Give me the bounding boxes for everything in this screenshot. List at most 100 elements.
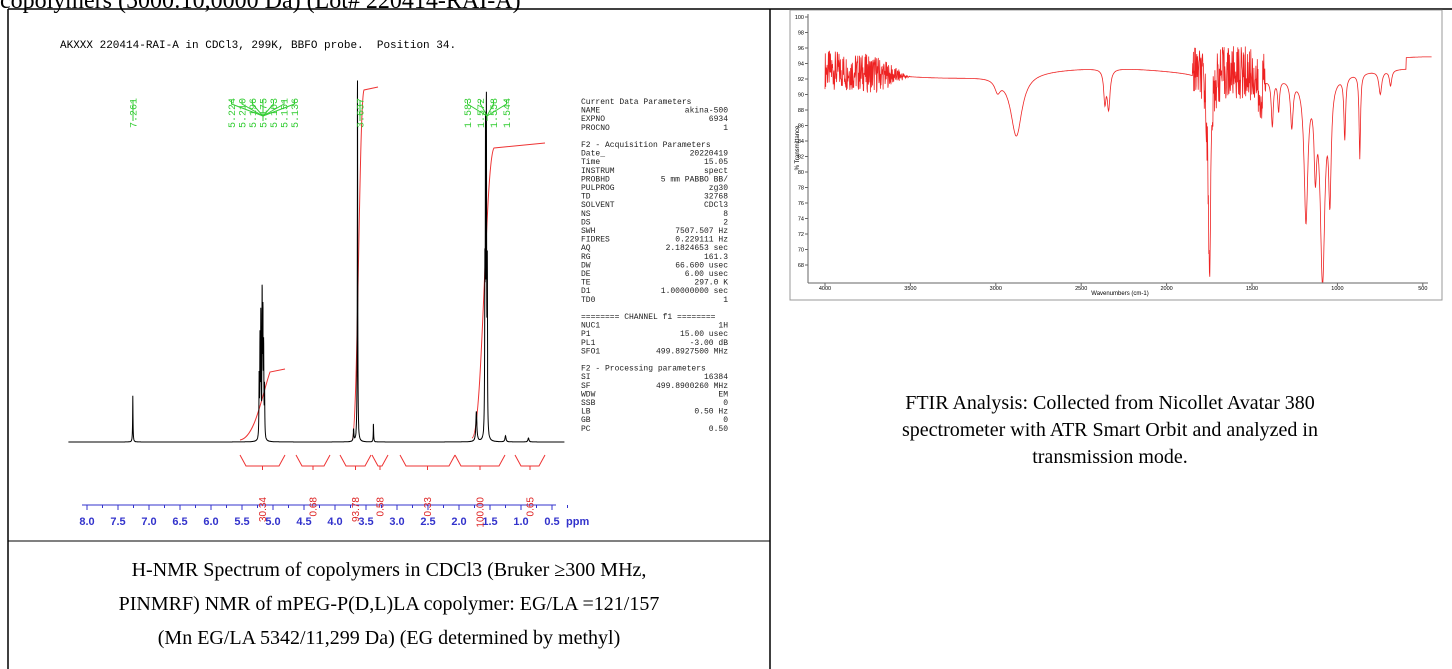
- integral-label: 93.78: [351, 497, 362, 522]
- parameter-name: DE: [581, 270, 591, 279]
- ftir-frame: [789, 9, 1443, 301]
- parameter-value: 0: [723, 416, 728, 425]
- ppm-tick-label: 3.0: [389, 516, 404, 528]
- parameter-name: DW: [581, 261, 591, 270]
- parameter-value: 20220419: [690, 150, 729, 159]
- parameter-name: FIDRES: [581, 236, 610, 245]
- parameter-value: 66.600 usec: [675, 261, 728, 270]
- parameter-name: LB: [581, 408, 591, 417]
- integral-bracket: [371, 454, 389, 467]
- parameter-value: 0.50 Hz: [694, 408, 728, 417]
- ftir-y-tick-label: 84: [798, 139, 804, 145]
- parameter-name: TD0: [581, 296, 596, 305]
- parameter-value: 0.229111 Hz: [675, 236, 728, 245]
- ftir-spectrum: [824, 46, 1432, 283]
- parameter-name: DS: [581, 218, 591, 227]
- parameter-value: 1: [723, 296, 728, 305]
- peak-label: 5.210: [239, 98, 250, 128]
- ppm-tick-label: 5.5: [234, 516, 249, 528]
- parameter-name: Date_: [581, 150, 605, 159]
- parameter-value: 32768: [704, 193, 728, 202]
- parameter-value: 1: [723, 124, 728, 133]
- parameter-value: 1.00000000 sec: [661, 287, 728, 296]
- parameter-name: PROBHD: [581, 175, 610, 184]
- ppm-tick-label: 7.0: [141, 516, 156, 528]
- ftir-x-tick-label: 1500: [1246, 286, 1258, 292]
- peak-leader: [262, 100, 295, 121]
- ftir-x-tick-label: 2000: [1160, 286, 1172, 292]
- ftir-y-tick-label: 78: [798, 186, 804, 192]
- ftir-y-tick-label: 74: [798, 217, 804, 223]
- peak-label: 1.572: [477, 98, 488, 128]
- ftir-x-label: Wavenumbers (cm-1): [1091, 291, 1148, 297]
- integral-label: 100.00: [476, 497, 487, 528]
- parameter-value: 7507.507 Hz: [675, 227, 728, 236]
- parameter-value: 15.05: [704, 158, 728, 167]
- parameter-heading: ======== CHANNEL f1 ========: [581, 313, 716, 322]
- parameter-value: 1H: [718, 322, 728, 331]
- parameter-value: 2: [723, 218, 728, 227]
- integral-bracket: [399, 454, 456, 467]
- parameter-name: D1: [581, 287, 591, 296]
- ftir-y-tick-label: 80: [798, 170, 804, 176]
- ftir-y-tick-label: 82: [798, 155, 804, 161]
- parameter-name: NAME: [581, 107, 600, 116]
- parameter-name: SI: [581, 373, 591, 382]
- parameter-name: SFO1: [581, 347, 600, 356]
- peak-label: 5.224: [228, 98, 239, 128]
- ftir-y-tick-label: 68: [798, 263, 804, 269]
- parameter-name: AQ: [581, 244, 591, 253]
- ppm-tick-label: 0.5: [544, 516, 559, 528]
- parameter-name: PULPROG: [581, 184, 615, 193]
- ftir-caption: spectrometer with ATR Smart Orbit and an…: [902, 419, 1318, 441]
- parameter-name: SSB: [581, 399, 596, 408]
- ftir-y-tick-label: 100: [795, 15, 804, 21]
- parameter-name: TD: [581, 193, 591, 202]
- peak-label: 5.136: [291, 98, 302, 128]
- ftir-y-tick-label: 86: [798, 124, 804, 130]
- ftir-y-tick-label: 94: [798, 62, 804, 68]
- peak-label: 5.163: [270, 98, 281, 128]
- parameter-value: 6.00 usec: [685, 270, 728, 279]
- ppm-tick-label: 3.5: [358, 516, 373, 528]
- ppm-tick-label: 5.0: [265, 516, 280, 528]
- ftir-x-tick-label: 4000: [819, 286, 831, 292]
- parameter-name: PC: [581, 425, 591, 434]
- peak-label: 3.637: [357, 98, 368, 128]
- ftir-y-tick-label: 72: [798, 232, 804, 238]
- ppm-tick-label: 2.5: [420, 516, 435, 528]
- parameter-value: -3.00 dB: [690, 339, 729, 348]
- ftir-y-tick-label: 88: [798, 108, 804, 114]
- integral-label: 30.34: [258, 497, 269, 522]
- parameter-value: 297.0 K: [694, 279, 728, 288]
- parameter-name: WDW: [581, 390, 596, 399]
- ftir-x-tick-label: 3500: [904, 286, 916, 292]
- peak-label: 5.196: [249, 98, 260, 128]
- parameter-value: 6934: [709, 115, 728, 124]
- integral-label: 0.65: [526, 497, 537, 517]
- parameter-name: TE: [581, 279, 591, 288]
- parameter-name: EXPNO: [581, 115, 605, 124]
- ftir-x-tick-label: 3000: [990, 286, 1002, 292]
- parameter-heading: F2 - Processing parameters: [581, 365, 706, 374]
- ftir-y-label: % Transmittance: [795, 125, 801, 170]
- parameter-value: 0: [723, 399, 728, 408]
- parameter-name: SWH: [581, 227, 596, 236]
- nmr-caption: (Mn EG/LA 5342/11,299 Da) (EG determined…: [158, 627, 621, 649]
- integral-curve: [471, 142, 546, 439]
- parameter-value: spect: [704, 167, 728, 176]
- parameter-name: NS: [581, 210, 591, 219]
- parameter-value: 16384: [704, 373, 728, 382]
- parameter-name: P1: [581, 330, 591, 339]
- peak-label: 1.558: [490, 98, 501, 128]
- nmr-caption: PINMRF) NMR of mPEG-P(D,L)LA copolymer: …: [119, 593, 660, 615]
- ppm-tick-label: 4.0: [327, 516, 342, 528]
- ppm-tick-label: 6.0: [203, 516, 218, 528]
- peak-label: 7.261: [130, 98, 141, 128]
- nmr-title: AKXXX 220414-RAI-A in CDCl3, 299K, BBFO …: [60, 40, 456, 52]
- ppm-tick-label: 1.5: [482, 516, 497, 528]
- peak-label: 1.544: [503, 98, 514, 128]
- ftir-y-tick-label: 92: [798, 77, 804, 83]
